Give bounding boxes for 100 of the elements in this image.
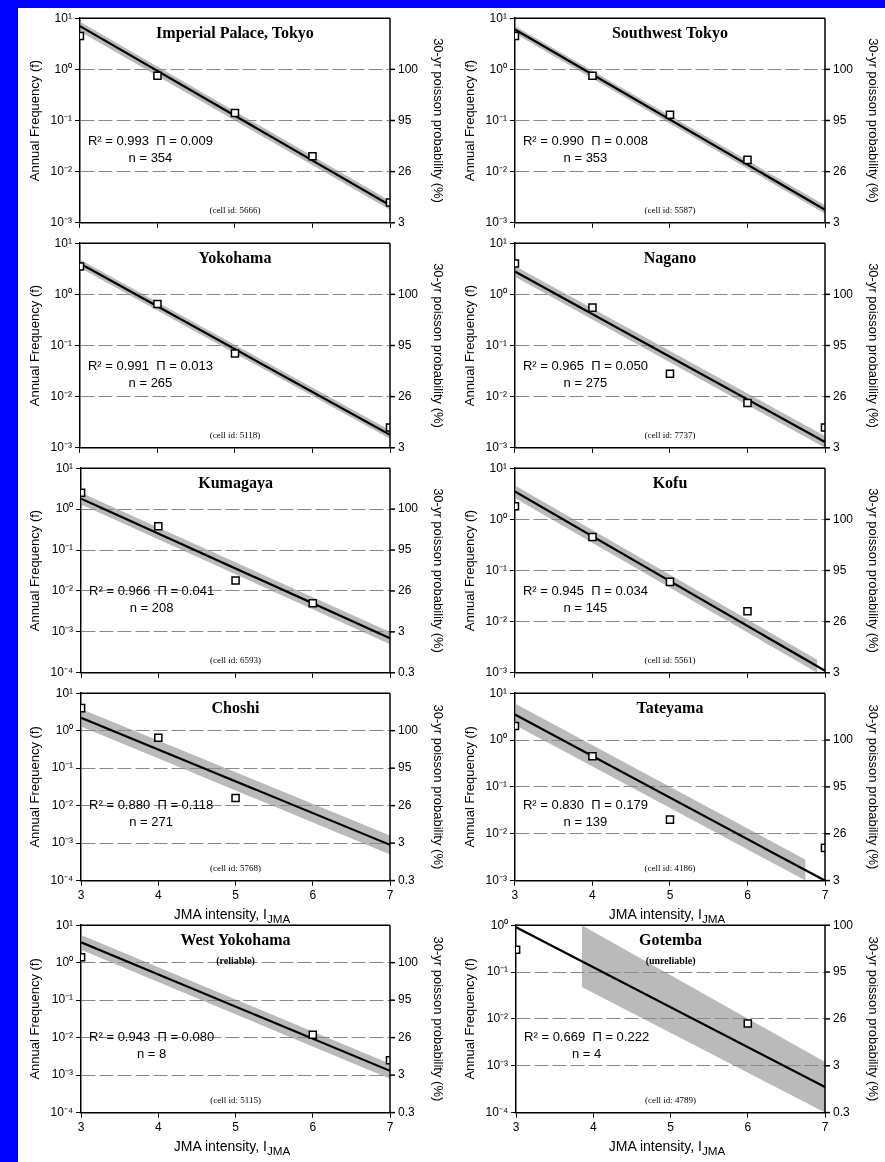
y-tick-label: 10⁻³: [51, 835, 74, 850]
y-axis-title: Annual Frequency (f): [462, 59, 478, 182]
y-tick-label: 10⁻¹: [485, 112, 507, 127]
x-tick-label: 7: [386, 888, 394, 903]
y-axis-title: Annual Frequency (f): [462, 726, 478, 848]
y-tick-label: 10¹: [54, 10, 72, 25]
text: 0.3: [398, 665, 416, 680]
annotation: (cell id: 5115): [210, 1094, 261, 1105]
y-tick-label: 10⁻¹: [486, 964, 509, 979]
chart-title: Tateyama: [636, 699, 704, 718]
y-tick-label: 10¹: [489, 460, 507, 475]
annotation: n = 271: [129, 814, 174, 830]
y-tick-label: 10⁻³: [51, 1067, 74, 1082]
x-tick-label: 4: [154, 888, 162, 903]
chart-title: West Yokohama: [180, 931, 291, 949]
text: 100: [398, 954, 419, 969]
y-axis-title: Annual Frequency (f): [462, 958, 478, 1080]
annotation: (cell id: 5666): [209, 205, 261, 216]
text: 100: [398, 286, 419, 301]
annotation: (cell id: 5768): [210, 862, 262, 873]
annotation: n = 275: [563, 374, 608, 390]
text: 0.3: [833, 1104, 851, 1119]
x-tick-label: 6: [744, 1120, 752, 1135]
y-tick-label: 10⁰: [489, 732, 507, 747]
x-tick-label: 5: [232, 1120, 240, 1135]
annotation: R² = 0.830 Π = 0.179: [522, 797, 648, 813]
y-tick-label: 10⁻²: [50, 163, 72, 178]
text: 26: [833, 388, 847, 403]
annotation: R² = 0.943 Π = 0.080: [89, 1029, 215, 1045]
y-tick-label: 10⁻¹: [485, 337, 507, 352]
point: [154, 733, 163, 742]
y-tick-label: 10⁻¹: [51, 760, 74, 775]
y-tick-label: 10⁻²: [485, 388, 507, 403]
text: 26: [398, 1029, 412, 1044]
annotation: R² = 0.945 Π = 0.034: [522, 582, 648, 598]
chart-title: Nagano: [643, 249, 697, 268]
x-axis-title: JMA intensity, I$_{JMA}$: [608, 906, 726, 925]
point: [588, 532, 597, 542]
text: 3: [833, 1058, 840, 1073]
y-tick-label: 10⁻³: [485, 665, 507, 680]
text: 100: [833, 917, 854, 932]
x-axis-title: JMA intensity, I$_{JMA}$: [172, 1138, 292, 1157]
text: 95: [833, 964, 847, 979]
y-axis-title: Annual Frequency (f): [27, 958, 43, 1080]
x-tick-label: 3: [77, 888, 85, 903]
point: [154, 522, 163, 531]
y-tick-label: 10⁻³: [485, 215, 507, 230]
x-tick-label: 5: [232, 888, 240, 903]
point: [743, 398, 752, 408]
annotation: (cell id: 4186): [644, 862, 696, 873]
y-tick-label: 10⁻³: [485, 440, 507, 455]
x-tick-label: 4: [589, 1120, 597, 1135]
text: 95: [398, 112, 412, 127]
point: [588, 71, 597, 81]
text: 3: [833, 215, 840, 230]
y-tick-label: 10⁻¹: [50, 337, 72, 352]
chart-title: Southwest Tokyo: [611, 24, 728, 43]
annotation: R² = 0.669 Π = 0.222: [524, 1029, 650, 1045]
y-tick-label: 10⁻²: [486, 1011, 509, 1026]
y2-axis-title: 30-yr poisson probability (%): [431, 38, 447, 203]
annotation: (cell id: 5118): [209, 430, 261, 441]
text: (unreliable): [645, 954, 696, 967]
y-tick-label: 10⁻¹: [51, 992, 74, 1007]
y-tick-label: 10⁻⁴: [485, 1104, 509, 1119]
text: 26: [398, 583, 412, 598]
x-tick-label: 7: [821, 1120, 829, 1135]
point: [308, 598, 318, 608]
text: 26: [398, 388, 412, 403]
y-tick-label: 10⁰: [489, 61, 507, 76]
x-tick-label: 6: [309, 1120, 317, 1135]
y-tick-label: 10⁰: [489, 286, 507, 301]
y-tick-label: 10⁻³: [485, 872, 507, 887]
y-tick-label: 10⁻³: [486, 1058, 509, 1073]
chart-title: Kofu: [652, 474, 688, 492]
annotation: n = 265: [128, 374, 173, 390]
point: [665, 577, 675, 587]
y-tick-label: 10⁻⁴: [50, 872, 74, 887]
x-tick-label: 6: [309, 888, 317, 903]
annotation: (cell id: 5561): [644, 655, 696, 666]
text: 95: [833, 779, 847, 794]
annotation: R² = 0.990 Π = 0.008: [522, 132, 648, 148]
y-tick-label: 10⁰: [489, 511, 507, 526]
y2-axis-title: 30-yr poisson probability (%): [866, 263, 882, 428]
y2-axis-title: 30-yr poisson probability (%): [866, 38, 882, 203]
x-tick-label: 3: [512, 1120, 520, 1135]
text: 3: [398, 835, 405, 850]
point: [230, 108, 240, 118]
y-tick-label: 10⁻²: [485, 826, 507, 841]
annotation: n = 145: [563, 599, 608, 615]
annotation: R² = 0.880 Π = 0.118: [89, 797, 214, 813]
point: [665, 110, 675, 119]
x-tick-label: 4: [589, 888, 597, 903]
x-tick-label: 6: [744, 888, 752, 903]
text: (reliable): [216, 954, 255, 967]
point: [153, 299, 162, 309]
y-axis-title: Annual Frequency (f): [27, 284, 43, 407]
text: 100: [833, 732, 854, 747]
text: 26: [398, 797, 412, 812]
y-tick-label: 10⁻¹: [485, 562, 507, 577]
y-tick-label: 10⁻⁴: [50, 1104, 74, 1119]
